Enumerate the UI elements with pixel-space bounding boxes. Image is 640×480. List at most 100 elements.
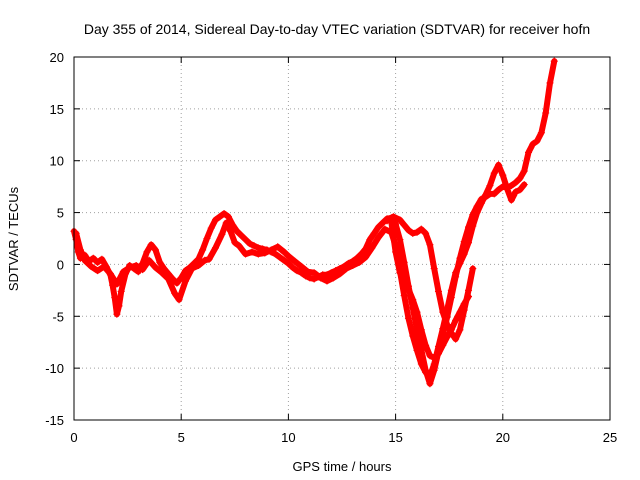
data-point [327,269,335,277]
data-point [194,255,202,263]
data-point [201,256,209,264]
data-point [404,226,412,234]
data-point [218,230,226,238]
data-point [164,275,172,283]
data-point [464,286,472,294]
series-line [71,58,558,387]
data-point [422,341,430,349]
data-point [413,308,421,316]
data-point [550,57,558,65]
data-point [289,264,297,272]
data-point [317,274,325,282]
data-point [151,264,159,272]
axis-ticks [73,56,611,421]
data-point [242,236,250,244]
data-point [396,236,404,244]
data-point [417,326,425,334]
data-point [495,161,503,169]
data-point [280,248,288,256]
data-point [482,191,490,199]
data-point [370,229,378,237]
data-point [447,329,455,337]
data-point [409,332,417,340]
data-point [512,188,520,196]
y-tick-label: 5 [57,206,64,221]
data-point [291,257,299,265]
data-point [237,231,245,239]
x-tick-label: 15 [388,430,402,445]
data-point [151,246,159,254]
data-point [400,258,408,266]
data-point [98,255,106,263]
series-line [73,161,528,380]
data-point [220,210,228,218]
plot-frame [73,56,611,421]
data-point [477,199,485,207]
data-point [242,250,250,258]
data-point [542,109,550,117]
data-point [254,250,262,258]
data-point [212,244,220,252]
data-point [374,223,382,231]
data-point [139,266,147,274]
y-tick-label: -10 [45,361,64,376]
data-point [267,246,275,254]
data-point [212,216,220,224]
data-point [430,265,438,273]
x-tick-label: 0 [70,430,77,445]
x-tick-label: 5 [178,430,185,445]
data-point [272,250,280,258]
data-point [520,167,528,175]
data-point [434,350,442,358]
data-point [158,269,166,277]
data-point [473,209,481,217]
data-point [516,186,524,194]
data-point [194,261,202,269]
data-point [439,341,447,349]
data-point [147,241,155,249]
data-point [409,296,417,304]
data-point [383,217,391,225]
data-point [426,380,434,388]
data-point [525,148,533,156]
data-point [94,267,102,275]
data-point [422,229,430,237]
data-point [516,174,524,182]
data-point [207,224,215,232]
data-point [499,171,507,179]
data-point [452,269,460,277]
data-point [430,360,438,368]
data-point [409,229,417,237]
data-point [362,253,370,261]
data-point [452,335,460,343]
data-point [181,277,189,285]
data-point [404,285,412,293]
data-point [248,248,256,256]
data-point [413,228,421,236]
data-point [306,274,314,282]
y-tick-label: 15 [50,102,64,117]
data-point [396,269,404,277]
data-point [76,246,84,254]
data-point [274,243,282,251]
data-point [469,222,477,230]
data-point [495,186,503,194]
data-point [357,250,365,258]
data-point [280,256,288,264]
data-point [145,256,153,264]
data-point [400,221,408,229]
data-point [490,190,498,198]
data-point [310,275,318,283]
data-point [175,296,183,304]
x-axis-label: GPS time / hours [293,459,392,474]
data-point [426,352,434,360]
data-point [304,268,312,276]
data-point [119,268,127,276]
data-point [205,255,213,263]
data-point [231,239,239,247]
data-point [456,326,464,334]
data-point [392,248,400,256]
data-point [188,265,196,273]
series-line [384,213,476,343]
tick-labels: 0 5 10 15 20 25 -15 -10 -5 0 5 10 15 20 [45,50,617,445]
